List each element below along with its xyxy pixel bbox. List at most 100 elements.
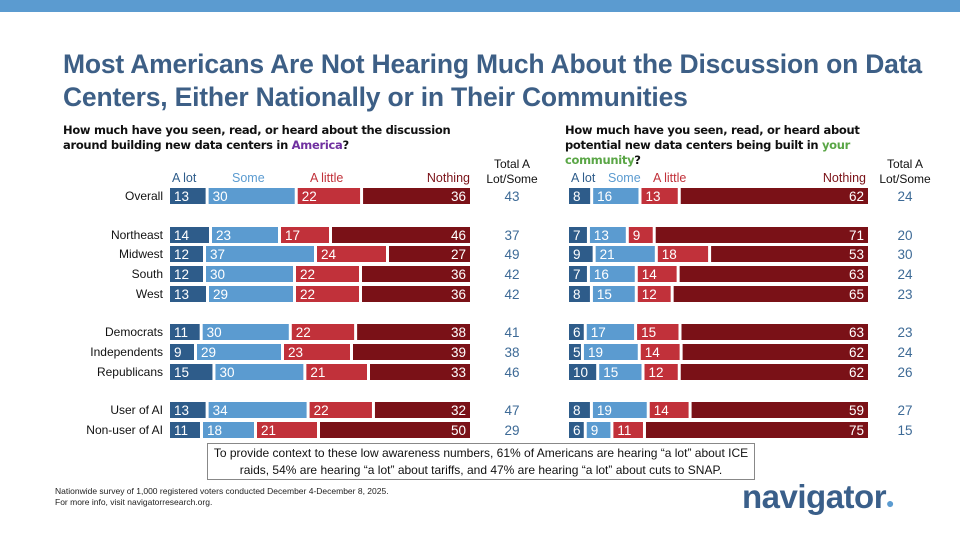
- data-label: 17: [591, 325, 606, 340]
- data-label: 8: [573, 287, 581, 302]
- data-label: 36: [451, 189, 466, 204]
- data-label: 30: [207, 325, 222, 340]
- data-label: 18: [662, 247, 677, 262]
- category-label: Midwest: [119, 247, 164, 261]
- bar-a-little: [657, 246, 709, 262]
- data-label: 11: [174, 325, 188, 340]
- total-value: 23: [897, 287, 912, 302]
- bar-a-little: [637, 286, 671, 302]
- bar-nothing: [389, 246, 470, 262]
- bar-some: [583, 344, 638, 360]
- bar-some: [206, 246, 314, 262]
- total-value: 15: [897, 423, 912, 438]
- data-label: 5: [573, 345, 581, 360]
- data-label: 10: [573, 365, 588, 380]
- data-label: 22: [314, 403, 329, 418]
- data-label: 30: [210, 267, 225, 282]
- data-label: 24: [321, 247, 337, 262]
- bar-nothing: [320, 422, 470, 438]
- total-header-line2: Lot/Some: [879, 172, 931, 186]
- data-label: 12: [649, 365, 664, 380]
- bar-some: [586, 324, 635, 340]
- category-label: Non-user of AI: [86, 423, 163, 437]
- data-label: 62: [849, 365, 864, 380]
- data-label: 21: [261, 423, 276, 438]
- data-label: 62: [849, 345, 864, 360]
- bar-a-lot: [170, 402, 206, 418]
- bar-a-little: [296, 266, 359, 282]
- data-label: 12: [174, 247, 189, 262]
- bar-nothing: [363, 188, 470, 204]
- data-label: 14: [645, 345, 661, 360]
- bar-some: [212, 227, 278, 243]
- bar-a-little: [257, 422, 317, 438]
- legend-a-little: A little: [653, 171, 686, 185]
- data-label: 29: [201, 345, 216, 360]
- bar-a-lot: [569, 364, 597, 380]
- bar-nothing: [711, 246, 868, 262]
- bar-nothing: [332, 227, 470, 243]
- data-label: 29: [213, 287, 228, 302]
- bar-a-little: [649, 402, 689, 418]
- footer-line-2: For more info, visit navigatorresearch.o…: [55, 497, 213, 507]
- data-label: 39: [451, 345, 466, 360]
- data-label: 21: [310, 365, 325, 380]
- bar-a-lot: [569, 286, 590, 302]
- data-label: 15: [174, 365, 189, 380]
- data-label: 11: [174, 423, 188, 438]
- data-label: 6: [573, 325, 581, 340]
- data-label: 34: [213, 403, 229, 418]
- data-label: 19: [597, 403, 612, 418]
- bar-nothing: [681, 324, 868, 340]
- data-label: 37: [210, 247, 225, 262]
- bar-nothing: [370, 364, 470, 380]
- total-value: 46: [504, 365, 519, 380]
- data-label: 30: [219, 365, 234, 380]
- bar-nothing: [673, 286, 868, 302]
- bar-some: [592, 402, 647, 418]
- bar-nothing: [374, 402, 470, 418]
- data-label: 9: [174, 345, 182, 360]
- category-label: West: [136, 287, 164, 301]
- bar-nothing: [682, 344, 868, 360]
- bar-a-little: [284, 344, 350, 360]
- total-value: 41: [504, 325, 519, 340]
- bar-some: [203, 422, 254, 438]
- data-label: 6: [573, 423, 581, 438]
- bar-a-little: [309, 402, 372, 418]
- bar-some: [209, 286, 293, 302]
- legend-nothing: Nothing: [427, 171, 470, 185]
- total-header-line2: Lot/Some: [486, 172, 538, 186]
- category-label: Democrats: [105, 325, 163, 339]
- data-label: 18: [207, 423, 222, 438]
- data-label: 16: [594, 267, 609, 282]
- bar-a-lot: [170, 246, 203, 262]
- bar-some: [202, 324, 289, 340]
- data-label: 36: [451, 287, 466, 302]
- total-value: 42: [504, 267, 519, 282]
- data-label: 12: [174, 267, 189, 282]
- bar-some: [208, 188, 295, 204]
- data-label: 22: [300, 287, 315, 302]
- bar-nothing: [680, 364, 868, 380]
- data-label: 46: [451, 228, 466, 243]
- data-label: 65: [849, 287, 864, 302]
- data-label: 13: [174, 189, 189, 204]
- bar-nothing: [353, 344, 470, 360]
- data-label: 30: [213, 189, 228, 204]
- data-label: 71: [849, 228, 864, 243]
- page-title: Most Americans Are Not Hearing Much Abou…: [63, 49, 922, 112]
- data-label: 75: [849, 423, 864, 438]
- bar-a-lot: [569, 344, 581, 360]
- bar-a-little: [297, 188, 361, 204]
- total-value: 24: [897, 345, 913, 360]
- data-label: 14: [654, 403, 670, 418]
- bar-a-lot: [170, 188, 206, 204]
- data-label: 7: [573, 228, 581, 243]
- data-label: 14: [174, 228, 190, 243]
- bar-a-little: [637, 266, 677, 282]
- data-label: 22: [296, 325, 311, 340]
- bar-a-lot: [170, 286, 206, 302]
- data-label: 59: [849, 403, 864, 418]
- category-label: Northeast: [111, 228, 164, 242]
